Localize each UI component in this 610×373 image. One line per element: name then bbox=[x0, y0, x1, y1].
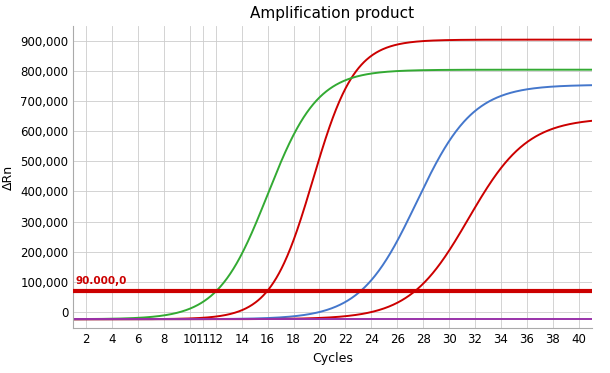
X-axis label: Cycles: Cycles bbox=[312, 352, 353, 365]
Title: Amplification product: Amplification product bbox=[250, 6, 415, 21]
Text: 90.000,0: 90.000,0 bbox=[76, 276, 127, 286]
Y-axis label: ΔRn: ΔRn bbox=[2, 164, 15, 190]
